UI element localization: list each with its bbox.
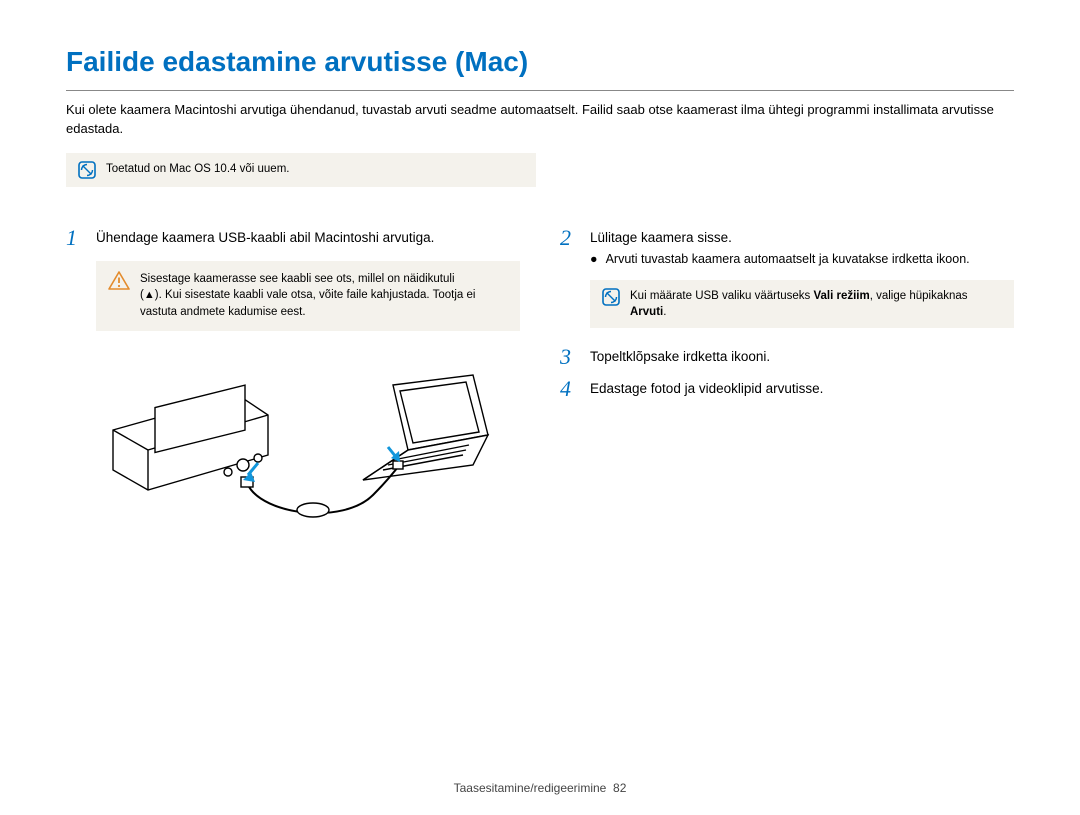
note-icon (602, 288, 620, 306)
warning-text: Sisestage kaamerasse see kaabli see ots,… (140, 271, 508, 321)
step-4: 4 Edastage fotod ja videoklipid arvutiss… (560, 378, 1014, 400)
right-note-box: Kui määrate USB valiku väärtuseks Vali r… (590, 280, 1014, 328)
top-note-box: Toetatud on Mac OS 10.4 või uuem. (66, 153, 536, 187)
bullet-text: Arvuti tuvastab kaamera automaatselt ja … (606, 251, 970, 269)
right-note-text: Kui määrate USB valiku väärtuseks Vali r… (630, 288, 1002, 320)
step-1: 1 Ühendage kaamera USB-kaabli abil Macin… (66, 227, 520, 249)
step-number: 3 (560, 346, 576, 368)
step-text: Ühendage kaamera USB-kaabli abil Macinto… (96, 227, 520, 249)
camera-laptop-illustration (66, 355, 520, 525)
left-column: 1 Ühendage kaamera USB-kaabli abil Macin… (66, 227, 520, 525)
step-number: 2 (560, 227, 576, 329)
page-title: Failide edastamine arvutisse (Mac) (66, 46, 1014, 78)
step-number: 1 (66, 227, 82, 249)
top-note-text: Toetatud on Mac OS 10.4 või uuem. (106, 161, 524, 177)
warn-line1: Sisestage kaamerasse see kaabli see ots,… (140, 273, 455, 285)
note-mid: , valige hüpikaknas (870, 290, 968, 302)
note-icon (78, 161, 96, 179)
triangle-up-icon: ▲ (144, 289, 155, 301)
bullet-dot-icon: ● (590, 251, 598, 269)
step2-label: Lülitage kaamera sisse. (590, 230, 1014, 245)
bullet-list: ● Arvuti tuvastab kaamera automaatselt j… (590, 251, 1014, 269)
page-footer: Taasesitamine/redigeerimine 82 (0, 781, 1080, 795)
step-2: 2 Lülitage kaamera sisse. ● Arvuti tuvas… (560, 227, 1014, 329)
two-column-layout: 1 Ühendage kaamera USB-kaabli abil Macin… (66, 227, 1014, 525)
right-column: 2 Lülitage kaamera sisse. ● Arvuti tuvas… (560, 227, 1014, 525)
note-bold2: Arvuti (630, 306, 663, 318)
intro-paragraph: Kui olete kaamera Macintoshi arvutiga üh… (66, 101, 1014, 139)
step-3: 3 Topeltklõpsake irdketta ikooni. (560, 346, 1014, 368)
note-pre: Kui määrate USB valiku väärtuseks (630, 290, 813, 302)
step-text: Topeltklõpsake irdketta ikooni. (590, 346, 1014, 368)
warning-box: Sisestage kaamerasse see kaabli see ots,… (96, 261, 520, 331)
footer-section: Taasesitamine/redigeerimine (454, 781, 607, 795)
footer-page-number: 82 (613, 781, 626, 795)
step-number: 4 (560, 378, 576, 400)
step-text: Edastage fotod ja videoklipid arvutisse. (590, 378, 1014, 400)
bullet-item: ● Arvuti tuvastab kaamera automaatselt j… (590, 251, 1014, 269)
warning-icon (108, 271, 130, 297)
warn-line2-rest: ). Kui sisestate kaabli vale otsa, võite… (140, 289, 475, 318)
note-bold1: Vali režiim (813, 290, 869, 302)
note-post: . (663, 306, 666, 318)
step-text: Lülitage kaamera sisse. ● Arvuti tuvasta… (590, 227, 1014, 329)
title-rule (66, 90, 1014, 91)
